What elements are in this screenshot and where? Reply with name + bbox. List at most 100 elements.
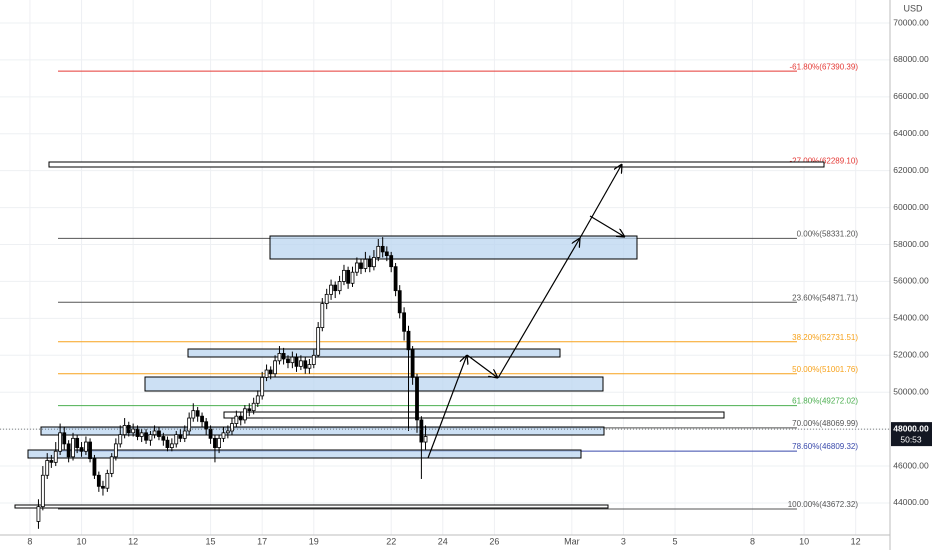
candle-body	[230, 423, 234, 432]
candle-body	[247, 408, 252, 412]
currency-label: USD	[903, 3, 923, 13]
candle-body	[329, 284, 333, 295]
candle-body	[423, 436, 428, 443]
candle-body	[49, 460, 54, 463]
y-tick-label: 54000.00	[893, 313, 929, 323]
y-tick-label: 56000.00	[893, 276, 929, 286]
candle-body	[251, 402, 256, 412]
y-tick-label: 66000.00	[893, 91, 929, 101]
candle-body	[109, 456, 114, 474]
zone	[144, 376, 604, 392]
x-tick-label: 26	[489, 536, 499, 546]
x-tick-label: 10	[77, 536, 87, 546]
candle-body	[131, 428, 136, 434]
candle-body	[71, 437, 75, 458]
zone	[27, 449, 582, 459]
x-tick-label: Mar	[564, 536, 580, 546]
candle-body	[96, 474, 101, 487]
candle-body	[118, 434, 123, 445]
projection-arrows	[427, 164, 625, 459]
arrow	[589, 215, 625, 237]
x-tick-label: 15	[206, 536, 216, 546]
candle-body	[135, 428, 140, 437]
fib-label: 78.60%(46809.32)	[792, 442, 858, 451]
arrow	[579, 164, 622, 239]
candle-body	[320, 303, 325, 328]
arrow	[497, 238, 580, 379]
zones	[14, 161, 825, 509]
candle-body	[311, 354, 316, 365]
grid	[0, 0, 890, 535]
candle-body	[157, 430, 161, 437]
candle-body	[84, 441, 88, 452]
fib-label: 38.20%(52731.51)	[792, 333, 858, 342]
x-tick-label: 19	[309, 536, 319, 546]
fib-label: 23.60%(54871.71)	[792, 293, 858, 302]
candle-body	[286, 358, 290, 364]
candle-body	[144, 432, 148, 441]
fib-label: 61.80%(49272.02)	[792, 397, 858, 406]
candle-body	[410, 349, 415, 378]
candle-body	[92, 458, 97, 476]
candle-body	[187, 417, 192, 432]
y-tick-label: 46000.00	[893, 460, 929, 470]
x-tick-label: 22	[386, 536, 396, 546]
candle-body	[264, 369, 269, 378]
candle-body	[406, 330, 411, 351]
candle-body	[376, 245, 381, 258]
candle-body	[105, 473, 110, 489]
candle-body	[122, 425, 127, 436]
x-tick-label: 24	[438, 536, 448, 546]
candle-body	[384, 251, 389, 256]
candle-body	[169, 443, 174, 448]
candle-body	[225, 430, 230, 434]
candle-body	[389, 255, 394, 268]
y-tick-label: 58000.00	[893, 239, 929, 249]
candle-body	[415, 377, 419, 421]
zone	[40, 426, 605, 436]
candles	[0, 237, 890, 529]
candle-body	[294, 356, 299, 367]
fib-label: 0.00%(58331.20)	[797, 230, 859, 239]
y-tick-label: 52000.00	[893, 350, 929, 360]
candle-body	[139, 432, 144, 437]
candle-body	[268, 369, 273, 375]
candle-body	[101, 485, 105, 489]
zone	[187, 348, 561, 358]
zone	[269, 235, 638, 260]
candle-body	[350, 271, 355, 284]
candle-body	[242, 408, 247, 421]
arrow	[427, 355, 467, 459]
candle-body	[40, 474, 45, 508]
candle-body	[234, 415, 239, 424]
candle-body	[204, 421, 209, 430]
candle-body	[126, 425, 131, 434]
candle-body	[255, 395, 260, 404]
candle-body	[152, 430, 157, 436]
candle-body	[324, 293, 329, 304]
x-tick-label: 12	[851, 536, 861, 546]
candle-body	[195, 410, 200, 417]
fib-label: -27.00%(62289.10)	[790, 156, 859, 165]
last-price-box	[891, 422, 932, 447]
fib-label: 100.00%(43672.32)	[788, 500, 859, 509]
candle-body	[113, 443, 118, 458]
candle-body	[217, 437, 221, 448]
countdown-label: 50:53	[900, 434, 922, 444]
candle-body	[367, 258, 372, 268]
candle-body	[221, 432, 226, 439]
candle-body	[359, 262, 363, 269]
candle-body	[354, 262, 359, 273]
candle-body	[161, 436, 166, 441]
candle-body	[200, 415, 204, 423]
candle-body	[419, 419, 424, 443]
candle-body	[165, 439, 170, 448]
fib-label: 50.00%(51001.76)	[792, 365, 858, 374]
candle-body	[213, 437, 217, 448]
candle-body	[298, 360, 303, 367]
candle-body	[62, 432, 67, 445]
candle-body	[346, 269, 351, 284]
x-tick-label: 5	[673, 536, 678, 546]
candle-body	[316, 327, 321, 356]
